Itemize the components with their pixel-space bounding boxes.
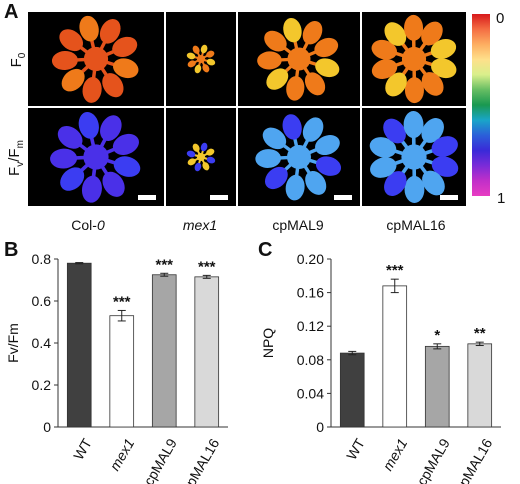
bar — [339, 352, 365, 428]
bar — [467, 343, 493, 428]
bar — [66, 262, 92, 428]
x-tick-label: mex1 — [106, 436, 137, 474]
panel-a-letter: A — [4, 1, 19, 23]
colorbar-max-label: 0 — [496, 10, 505, 27]
chart-fv-fm: 0 0.2 0.4 0.6 0.8 Fv/Fm WT *** mex1 *** cpMAL9 *** c… — [5, 251, 228, 484]
tile-col0-fvfm — [28, 108, 164, 206]
y-tick-label: 0.12 — [297, 318, 324, 334]
colorbar-gradient — [472, 14, 490, 196]
rosette-plant — [51, 15, 139, 103]
y-tick-label: 0.8 — [32, 251, 52, 267]
tile-cpmal9-f0 — [238, 12, 360, 106]
scale-bar — [210, 195, 228, 200]
row-label-f0: F0 — [8, 52, 28, 68]
col-label-cpmal9: cpMAL9 — [272, 217, 324, 233]
bar — [109, 315, 135, 428]
x-tick-label: WT — [343, 435, 368, 462]
x-tick-label: mex1 — [379, 436, 410, 474]
y-tick-label: 0 — [43, 419, 51, 435]
scale-bar — [334, 195, 352, 200]
rosette-plant — [257, 17, 340, 101]
colorbar — [472, 14, 490, 196]
scale-bar — [440, 195, 458, 200]
chart-npq: 0 0.04 0.08 0.12 0.16 0.20 NPQ WT *** mex1 * cpMAL9… — [260, 251, 501, 484]
col-label-mex1: mex1 — [182, 217, 218, 233]
y-tick-label: 0.16 — [297, 285, 324, 301]
y-tick-label: 0.20 — [297, 251, 324, 267]
tile-mex1-f0 — [166, 12, 236, 106]
significance-mark: *** — [113, 293, 131, 310]
row-label-fv-fm: Fv/Fm — [6, 140, 26, 176]
x-tick-label: cpMAL9 — [140, 436, 180, 484]
rosette-plant — [371, 14, 457, 104]
col-label-col0: Col-0 — [71, 217, 105, 233]
y-tick-label: 0 — [316, 419, 324, 435]
y-tick-label: 0.08 — [297, 352, 324, 368]
rosette-plant — [255, 114, 342, 201]
y-axis-label: Fv/Fm — [5, 323, 21, 363]
x-tick-label: cpMAL9 — [413, 436, 453, 484]
colorbar-min-label: 1 — [497, 190, 506, 207]
tile-cpmal16-f0 — [362, 12, 466, 106]
tile-mex1-fvfm — [166, 108, 236, 206]
y-tick-label: 0.2 — [32, 377, 52, 393]
x-tick-label: cpMAL16 — [452, 436, 496, 484]
rosette-plant — [186, 142, 216, 172]
panel-c-letter: C — [258, 239, 273, 261]
tile-cpmal9-fvfm — [238, 108, 360, 206]
scale-bar — [138, 195, 156, 200]
bar — [424, 345, 450, 428]
tile-cpmal16-fvfm — [362, 108, 466, 206]
bar — [194, 276, 220, 428]
bar — [382, 285, 408, 428]
significance-mark: *** — [386, 262, 404, 279]
y-tick-label: 0.04 — [297, 385, 324, 401]
y-axis-label: NPQ — [260, 328, 276, 358]
y-tick-label: 0.4 — [32, 335, 52, 351]
significance-mark: *** — [155, 256, 173, 273]
significance-mark: *** — [198, 258, 216, 275]
rosette-plant — [369, 111, 459, 203]
significance-mark: * — [434, 327, 440, 344]
x-tick-label: cpMAL16 — [179, 436, 223, 484]
rosette-plant — [186, 44, 216, 74]
y-tick-label: 0.6 — [32, 293, 52, 309]
panel-b-letter: B — [4, 239, 19, 261]
tile-col0-f0 — [28, 12, 164, 106]
col-label-cpmal16: cpMAL16 — [386, 217, 446, 233]
rosette-plant — [50, 111, 141, 203]
x-tick-label: WT — [70, 435, 95, 462]
bar — [151, 274, 177, 428]
significance-mark: ** — [474, 325, 486, 342]
